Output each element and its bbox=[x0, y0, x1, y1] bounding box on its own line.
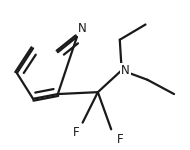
Text: N: N bbox=[121, 64, 130, 77]
Text: F: F bbox=[73, 126, 79, 139]
Text: N: N bbox=[78, 22, 87, 35]
Text: F: F bbox=[116, 133, 123, 146]
